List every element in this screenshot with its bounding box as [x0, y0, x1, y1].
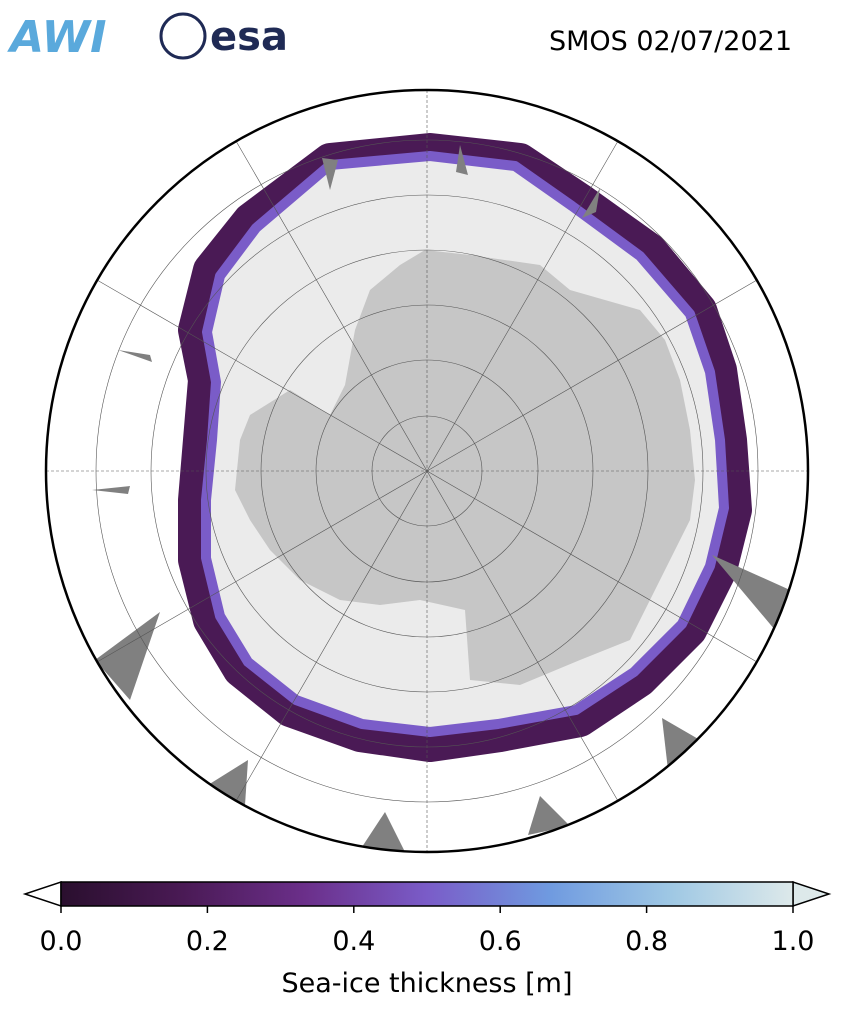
extend-high: [792, 880, 832, 908]
map-border: [44, 88, 810, 854]
tick-label: 0.4: [332, 926, 375, 957]
extend-low: [22, 880, 62, 908]
esa-logo: esa: [210, 14, 288, 60]
esa-emblem: [159, 12, 207, 60]
colorbar-label: Sea-ice thickness [m]: [281, 968, 572, 999]
map-title: SMOS 02/07/2021: [549, 26, 792, 57]
tick-label: 0.0: [40, 926, 83, 957]
tick-label: 1.0: [772, 926, 815, 957]
awi-logo: AWI: [7, 12, 107, 63]
colorbar-ramp: [60, 881, 794, 907]
tick-label: 0.8: [625, 926, 668, 957]
tick-label: 0.6: [479, 926, 522, 957]
data-gaps: [92, 145, 790, 852]
tick-label: 0.2: [186, 926, 229, 957]
antarctica: [235, 250, 695, 685]
graticule: [46, 90, 808, 852]
map: [46, 90, 808, 852]
colorbar: 0.0 0.2 0.4 0.6 0.8 1.0: [22, 880, 832, 957]
